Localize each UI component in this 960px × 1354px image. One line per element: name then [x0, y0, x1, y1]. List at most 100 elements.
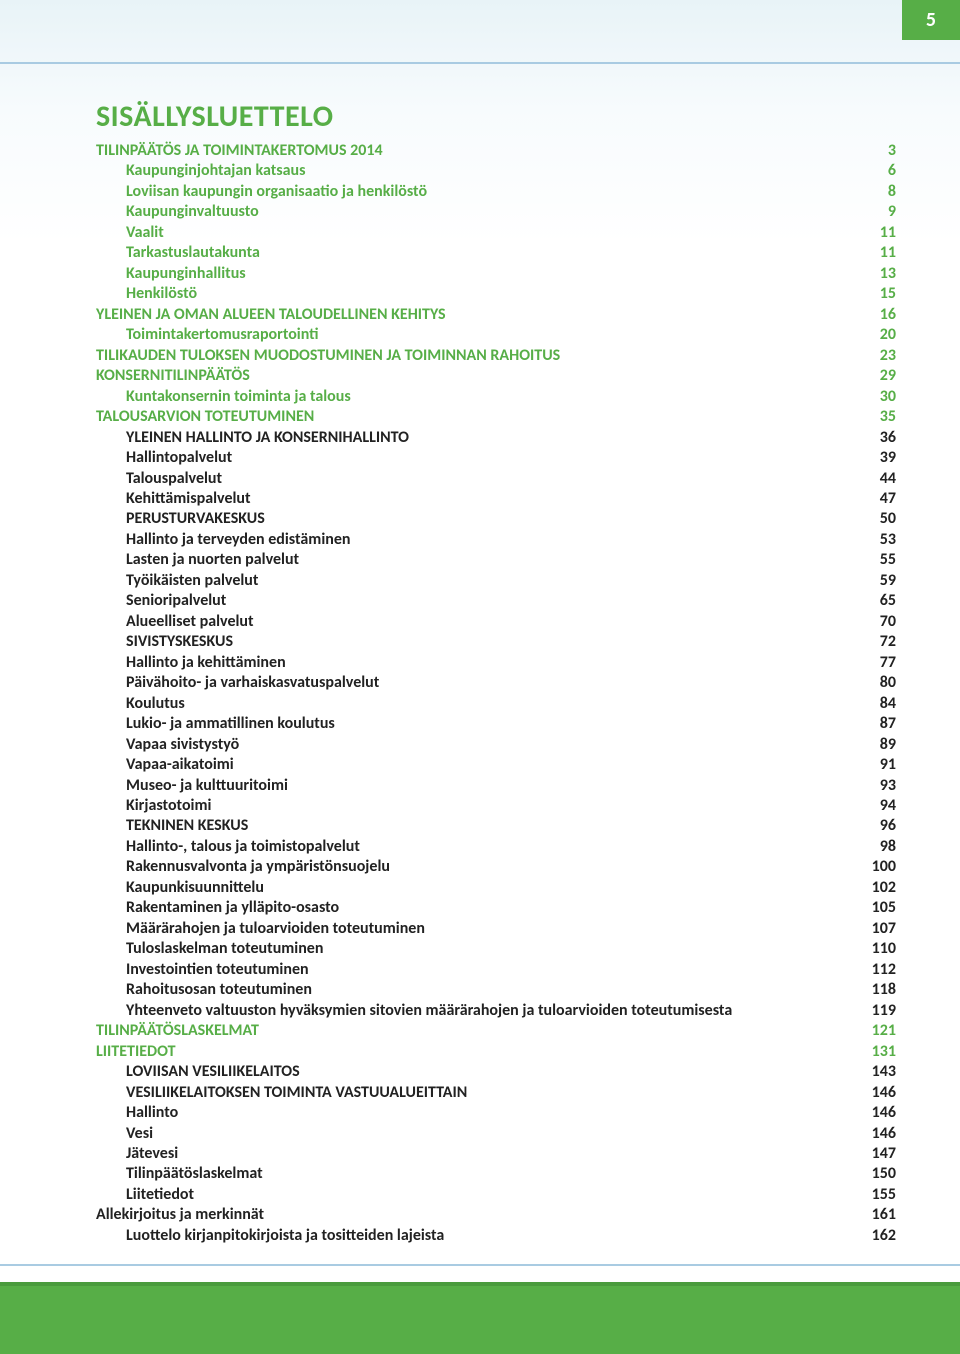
toc-row: LIITETIEDOT131 [96, 1042, 896, 1062]
toc-entry-label: Hallinto-, talous ja toimistopalvelut [96, 837, 852, 857]
toc-row: Lukio- ja ammatillinen koulutus87 [96, 714, 896, 734]
toc-entry-label: TALOUSARVION TOTEUTUMINEN [96, 407, 852, 427]
toc-row: Kehittämispalvelut47 [96, 489, 896, 509]
toc-entry-label: Kaupunginjohtajan katsaus [96, 161, 852, 181]
toc-row: Investointien toteutuminen112 [96, 960, 896, 980]
toc-row: Talouspalvelut44 [96, 469, 896, 489]
toc-entry-page: 143 [852, 1062, 896, 1082]
toc-row: Koulutus84 [96, 694, 896, 714]
toc-entry-page: 80 [852, 673, 896, 693]
toc-entry-label: Investointien toteutuminen [96, 960, 852, 980]
toc-entry-label: Rahoitusosan toteutuminen [96, 980, 852, 1000]
toc-entry-page: 102 [852, 878, 896, 898]
toc-entry-label: Jätevesi [96, 1144, 852, 1164]
toc-row: Tarkastuslautakunta11 [96, 243, 896, 263]
toc-entry-label: Koulutus [96, 694, 852, 714]
toc-entry-page: 65 [852, 591, 896, 611]
toc-entry-label: SIVISTYSKESKUS [96, 632, 852, 652]
toc-entry-page: 146 [852, 1124, 896, 1144]
toc-entry-label: Vaalit [96, 223, 852, 243]
toc-entry-label: Toimintakertomusraportointi [96, 325, 852, 345]
toc-entry-label: Vapaa-aikatoimi [96, 755, 852, 775]
toc-row: Loviisan kaupungin organisaatio ja henki… [96, 182, 896, 202]
toc-entry-label: Hallinto [96, 1103, 852, 1123]
toc-entry-page: 93 [852, 776, 896, 796]
toc-entry-label: Talouspalvelut [96, 469, 852, 489]
toc-entry-label: Päivähoito- ja varhaiskasvatuspalvelut [96, 673, 852, 693]
toc-row: Jätevesi147 [96, 1144, 896, 1164]
toc-entry-page: 112 [852, 960, 896, 980]
toc-entry-label: TILIKAUDEN TULOKSEN MUODOSTUMINEN JA TOI… [96, 346, 852, 366]
toc-row: Rakentaminen ja ylläpito-osasto105 [96, 898, 896, 918]
toc-row: Päivähoito- ja varhaiskasvatuspalvelut80 [96, 673, 896, 693]
toc-entry-page: 36 [852, 428, 896, 448]
toc-list: TILINPÄÄTÖS JA TOIMINTAKERTOMUS 20143Kau… [96, 141, 896, 1246]
toc-entry-page: 16 [852, 305, 896, 325]
toc-entry-page: 118 [852, 980, 896, 1000]
toc-entry-label: YLEINEN JA OMAN ALUEEN TALOUDELLINEN KEH… [96, 305, 852, 325]
toc-entry-label: TILINPÄÄTÖSLASKELMAT [96, 1021, 852, 1041]
toc-row: Luottelo kirjanpitokirjoista ja tosittei… [96, 1226, 896, 1246]
toc-entry-label: Hallintopalvelut [96, 448, 852, 468]
top-horizontal-rule [0, 62, 960, 64]
toc-entry-page: 35 [852, 407, 896, 427]
toc-entry-page: 13 [852, 264, 896, 284]
toc-entry-label: Museo- ja kulttuuritoimi [96, 776, 852, 796]
toc-entry-page: 44 [852, 469, 896, 489]
toc-row: Määrärahojen ja tuloarvioiden toteutumin… [96, 919, 896, 939]
toc-entry-page: 70 [852, 612, 896, 632]
toc-entry-label: LOVIISAN VESILIIKELAITOS [96, 1062, 852, 1082]
toc-entry-page: 100 [852, 857, 896, 877]
toc-row: Kaupunginhallitus13 [96, 264, 896, 284]
toc-row: TILINPÄÄTÖS JA TOIMINTAKERTOMUS 20143 [96, 141, 896, 161]
toc-row: Liitetiedot155 [96, 1185, 896, 1205]
toc-entry-label: Alueelliset palvelut [96, 612, 852, 632]
toc-entry-label: Hallinto ja terveyden edistäminen [96, 530, 852, 550]
toc-entry-label: Vapaa sivistystyö [96, 735, 852, 755]
toc-entry-label: Tilinpäätöslaskelmat [96, 1164, 852, 1184]
toc-row: TILINPÄÄTÖSLASKELMAT121 [96, 1021, 896, 1041]
toc-entry-page: 147 [852, 1144, 896, 1164]
toc-entry-label: Lasten ja nuorten palvelut [96, 550, 852, 570]
toc-entry-label: VESILIIKELAITOKSEN TOIMINTA VASTUUALUEIT… [96, 1083, 852, 1103]
toc-row: SIVISTYSKESKUS72 [96, 632, 896, 652]
toc-entry-page: 94 [852, 796, 896, 816]
toc-row: Museo- ja kulttuuritoimi93 [96, 776, 896, 796]
toc-entry-label: Työikäisten palvelut [96, 571, 852, 591]
toc-row: Hallinto ja kehittäminen77 [96, 653, 896, 673]
toc-entry-label: Yhteenveto valtuuston hyväksymien sitovi… [96, 1001, 852, 1021]
toc-row: Toimintakertomusraportointi20 [96, 325, 896, 345]
toc-entry-label: Hallinto ja kehittäminen [96, 653, 852, 673]
toc-row: Yhteenveto valtuuston hyväksymien sitovi… [96, 1001, 896, 1021]
toc-row: Kaupunginjohtajan katsaus6 [96, 161, 896, 181]
toc-row: Vapaa-aikatoimi91 [96, 755, 896, 775]
toc-row: Rakennusvalvonta ja ympäristönsuojelu100 [96, 857, 896, 877]
toc-entry-label: Tuloslaskelman toteutuminen [96, 939, 852, 959]
toc-title: SISÄLLYSLUETTELO [96, 98, 896, 135]
toc-entry-page: 11 [852, 243, 896, 263]
toc-row: Tuloslaskelman toteutuminen110 [96, 939, 896, 959]
toc-entry-label: Liitetiedot [96, 1185, 852, 1205]
toc-entry-page: 50 [852, 509, 896, 529]
footer-bar [0, 1282, 960, 1354]
toc-row: Hallinto ja terveyden edistäminen53 [96, 530, 896, 550]
toc-entry-label: Rakentaminen ja ylläpito-osasto [96, 898, 852, 918]
toc-row: VESILIIKELAITOKSEN TOIMINTA VASTUUALUEIT… [96, 1083, 896, 1103]
toc-entry-page: 77 [852, 653, 896, 673]
toc-entry-label: Henkilöstö [96, 284, 852, 304]
toc-entry-page: 107 [852, 919, 896, 939]
toc-row: Kaupunginvaltuusto9 [96, 202, 896, 222]
toc-entry-page: 3 [852, 141, 896, 161]
toc-row: TALOUSARVION TOTEUTUMINEN35 [96, 407, 896, 427]
toc-entry-label: Luottelo kirjanpitokirjoista ja tosittei… [96, 1226, 852, 1246]
toc-entry-page: 20 [852, 325, 896, 345]
toc-entry-page: 87 [852, 714, 896, 734]
page-number: 5 [926, 8, 936, 32]
toc-row: Vesi146 [96, 1124, 896, 1144]
toc-row: Hallinto-, talous ja toimistopalvelut98 [96, 837, 896, 857]
toc-row: TILIKAUDEN TULOKSEN MUODOSTUMINEN JA TOI… [96, 346, 896, 366]
toc-entry-label: Senioripalvelut [96, 591, 852, 611]
toc-entry-page: 146 [852, 1083, 896, 1103]
toc-row: Tilinpäätöslaskelmat150 [96, 1164, 896, 1184]
toc-row: YLEINEN HALLINTO JA KONSERNIHALLINTO36 [96, 428, 896, 448]
